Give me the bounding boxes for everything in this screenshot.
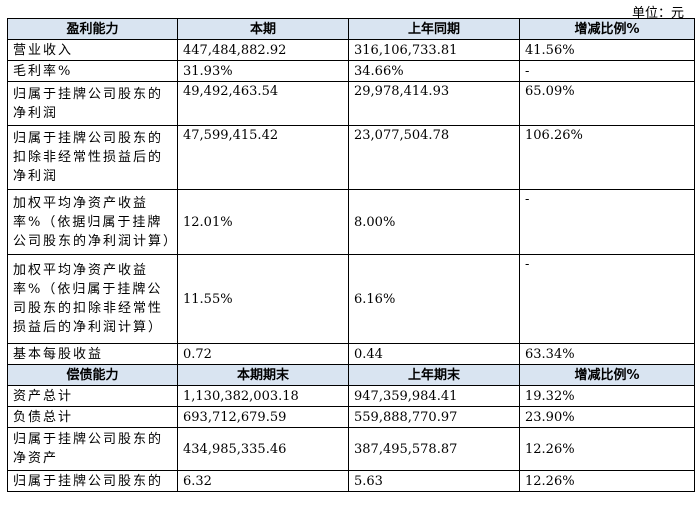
change-value: 41.56% [519,39,695,61]
header-period-end: 本期期末 [177,364,349,386]
current-value: 12.01% [177,189,349,255]
change-value: - [519,254,695,344]
current-value: 0.72 [177,343,349,365]
prior-value: 29,978,414.93 [348,81,520,126]
profit-header-row: 盈利能力 本期 上年同期 增减比例% [7,18,695,40]
prior-value: 387,495,578.87 [348,427,520,471]
change-value: 12.26% [519,470,695,492]
prior-value: 316,106,733.81 [348,39,520,61]
row-label: 负债总计 [7,406,178,428]
current-value: 1,130,382,003.18 [177,385,349,407]
change-value: - [519,189,695,255]
header-prior-year-end: 上年期末 [348,364,520,386]
table-row: 毛利率% 31.93% 34.66% - [7,60,695,82]
current-value: 434,985,335.46 [177,427,349,471]
change-value: 65.09% [519,81,695,126]
change-value: 19.32% [519,385,695,407]
prior-value: 23,077,504.78 [348,125,520,190]
current-value: 447,484,882.92 [177,39,349,61]
table-row: 加权平均净资产收益率%（依据归属于挂牌公司股东的净利润计算） 12.01% 8.… [7,189,695,255]
header-current-period: 本期 [177,18,349,40]
header-solvency: 偿债能力 [7,364,178,386]
change-value: - [519,60,695,82]
table-row: 归属于挂牌公司股东的 6.32 5.63 12.26% [7,470,695,492]
table-row: 归属于挂牌公司股东的净利润 49,492,463.54 29,978,414.9… [7,81,695,126]
current-value: 31.93% [177,60,349,82]
solvency-header-row: 偿债能力 本期期末 上年期末 增减比例% [7,364,695,386]
unit-label: 单位：元 [631,6,684,21]
prior-value: 6.16% [348,254,520,344]
table-row: 归属于挂牌公司股东的扣除非经常性损益后的净利润 47,599,415.42 23… [7,125,695,190]
table-row: 负债总计 693,712,679.59 559,888,770.97 23.90… [7,406,695,428]
row-label: 资产总计 [7,385,178,407]
prior-value: 34.66% [348,60,520,82]
row-label: 营业收入 [7,39,178,61]
prior-value: 0.44 [348,343,520,365]
row-label: 归属于挂牌公司股东的净资产 [7,427,178,471]
table-row: 加权平均净资产收益率%（依归属于挂牌公司股东的扣除非经常性损益后的净利润计算） … [7,254,695,344]
table-row: 资产总计 1,130,382,003.18 947,359,984.41 19.… [7,385,695,407]
prior-value: 947,359,984.41 [348,385,520,407]
prior-value: 8.00% [348,189,520,255]
row-label: 归属于挂牌公司股东的净利润 [7,81,178,126]
row-label: 基本每股收益 [7,343,178,365]
current-value: 693,712,679.59 [177,406,349,428]
header-change-pct: 增减比例% [519,18,695,40]
table-row: 基本每股收益 0.72 0.44 63.34% [7,343,695,365]
change-value: 23.90% [519,406,695,428]
change-value: 63.34% [519,343,695,365]
change-value: 106.26% [519,125,695,190]
row-label: 毛利率% [7,60,178,82]
table-row: 营业收入 447,484,882.92 316,106,733.81 41.56… [7,39,695,61]
current-value: 11.55% [177,254,349,344]
current-value: 49,492,463.54 [177,81,349,126]
prior-value: 559,888,770.97 [348,406,520,428]
header-prior-period: 上年同期 [348,18,520,40]
row-label: 加权平均净资产收益率%（依归属于挂牌公司股东的扣除非经常性损益后的净利润计算） [7,254,178,344]
row-label: 归属于挂牌公司股东的 [7,470,178,492]
table-row: 归属于挂牌公司股东的净资产 434,985,335.46 387,495,578… [7,427,695,471]
current-value: 47,599,415.42 [177,125,349,190]
header-change-pct: 增减比例% [519,364,695,386]
row-label: 加权平均净资产收益率%（依据归属于挂牌公司股东的净利润计算） [7,189,178,255]
financial-indicators-table: 盈利能力 本期 上年同期 增减比例% 营业收入 447,484,882.92 3… [7,18,695,492]
current-value: 6.32 [177,470,349,492]
row-label: 归属于挂牌公司股东的扣除非经常性损益后的净利润 [7,125,178,190]
change-value: 12.26% [519,427,695,471]
prior-value: 5.63 [348,470,520,492]
header-profitability: 盈利能力 [7,18,178,40]
